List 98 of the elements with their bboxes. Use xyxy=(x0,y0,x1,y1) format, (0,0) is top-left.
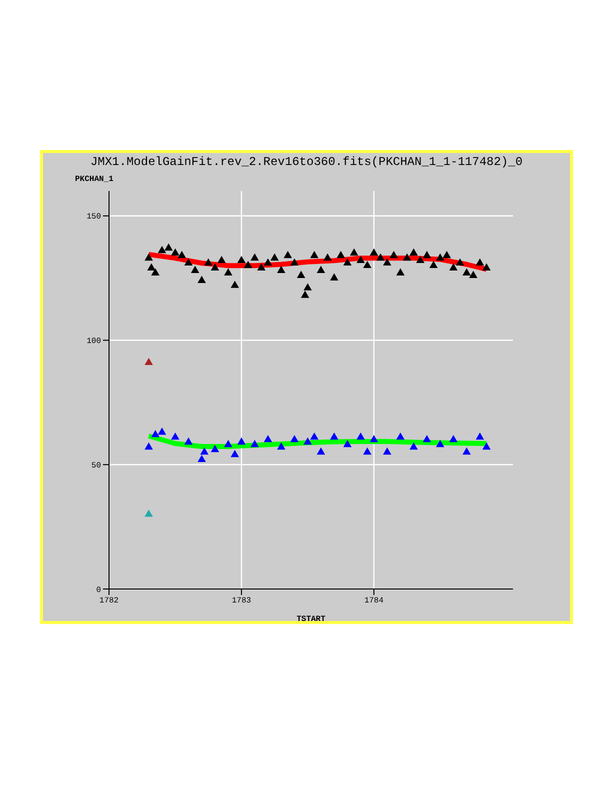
point xyxy=(449,263,458,271)
point xyxy=(250,440,259,448)
point xyxy=(270,253,279,261)
point xyxy=(402,253,412,261)
point xyxy=(396,432,405,440)
point xyxy=(244,260,252,268)
point xyxy=(151,268,160,276)
point xyxy=(310,432,318,440)
point xyxy=(343,440,352,448)
y-tick-label: 100 xyxy=(86,337,102,346)
point xyxy=(476,432,484,440)
x-tick-label: 1783 xyxy=(232,596,252,606)
point xyxy=(456,258,464,266)
point xyxy=(356,432,365,440)
point xyxy=(422,434,432,442)
point xyxy=(376,253,385,261)
point xyxy=(383,258,392,266)
point xyxy=(356,256,365,264)
point xyxy=(330,273,338,280)
point xyxy=(250,253,259,261)
point xyxy=(449,434,458,442)
point xyxy=(184,258,193,266)
point xyxy=(158,427,166,435)
y-tick-label: 50 xyxy=(91,461,102,470)
point xyxy=(442,250,451,258)
point xyxy=(230,280,239,288)
point xyxy=(310,250,318,258)
point xyxy=(409,442,418,450)
point xyxy=(363,260,372,268)
point xyxy=(370,434,378,442)
point xyxy=(316,266,326,274)
point xyxy=(224,440,232,448)
point xyxy=(284,250,292,258)
point xyxy=(171,432,180,440)
y-tick-label: 150 xyxy=(86,212,102,222)
point xyxy=(370,248,378,256)
point xyxy=(204,258,213,266)
x-axis-title: TSTART xyxy=(296,615,326,624)
point xyxy=(316,447,326,455)
point xyxy=(264,434,272,442)
point xyxy=(482,263,491,271)
point xyxy=(390,250,398,258)
point xyxy=(469,270,478,278)
point xyxy=(383,447,392,455)
point xyxy=(290,258,299,266)
point xyxy=(144,253,153,261)
point xyxy=(210,444,220,452)
point xyxy=(277,266,286,274)
point xyxy=(336,250,345,258)
point xyxy=(363,447,372,455)
point xyxy=(304,283,312,290)
point xyxy=(151,430,160,438)
point xyxy=(436,440,444,448)
point xyxy=(210,263,220,271)
x-tick-label: 1782 xyxy=(99,596,119,606)
point xyxy=(482,442,491,450)
point xyxy=(144,510,153,517)
point xyxy=(224,268,232,276)
y-axis-title: PKCHAN_1 xyxy=(75,175,114,184)
point xyxy=(422,250,432,258)
point xyxy=(323,253,332,261)
point xyxy=(171,248,180,256)
point xyxy=(416,256,424,264)
point xyxy=(200,447,209,455)
point xyxy=(230,450,239,458)
chart-title: JMX1.ModelGainFit.rev_2.Rev16to360.fits(PKCHAN_1_1-117482)_0 xyxy=(89,155,524,169)
point xyxy=(277,442,286,450)
point xyxy=(198,454,206,462)
point xyxy=(429,260,438,268)
point xyxy=(178,250,186,258)
point xyxy=(330,432,338,440)
point xyxy=(237,437,246,445)
point xyxy=(147,263,156,271)
y-tick-label: 0 xyxy=(96,586,102,595)
point xyxy=(198,276,206,283)
point xyxy=(462,268,471,276)
point xyxy=(144,442,153,450)
point xyxy=(476,258,484,266)
point xyxy=(237,256,246,264)
point xyxy=(300,290,310,298)
point xyxy=(184,437,193,445)
point xyxy=(264,258,272,266)
point xyxy=(350,248,358,256)
point xyxy=(144,358,153,366)
x-tick-label: 1784 xyxy=(364,596,384,606)
point xyxy=(343,258,352,266)
point xyxy=(217,256,226,264)
point xyxy=(304,437,312,445)
point xyxy=(296,270,306,278)
point xyxy=(164,243,173,251)
point xyxy=(190,266,200,274)
point xyxy=(462,447,471,455)
point xyxy=(158,246,166,254)
point xyxy=(409,248,418,256)
point xyxy=(257,263,266,271)
point xyxy=(436,253,444,261)
point xyxy=(290,434,299,442)
point xyxy=(396,268,405,276)
